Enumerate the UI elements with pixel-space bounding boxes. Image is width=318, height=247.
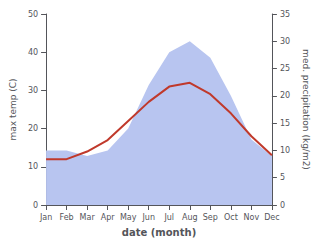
svg-text:Apr: Apr	[101, 213, 116, 222]
svg-text:0: 0	[33, 201, 38, 210]
svg-text:med. precipitation (kg/m2): med. precipitation (kg/m2)	[301, 49, 311, 170]
svg-text:5: 5	[280, 173, 285, 182]
svg-text:Jun: Jun	[141, 213, 155, 222]
svg-text:date (month): date (month)	[122, 227, 196, 238]
svg-text:Aug: Aug	[182, 213, 198, 222]
svg-text:Nov: Nov	[244, 213, 260, 222]
svg-text:10: 10	[28, 162, 38, 171]
svg-text:Dec: Dec	[264, 213, 279, 222]
svg-text:30: 30	[28, 86, 38, 95]
svg-text:May: May	[120, 213, 137, 222]
svg-text:50: 50	[28, 10, 38, 19]
svg-text:10: 10	[280, 146, 290, 155]
svg-text:Feb: Feb	[60, 213, 74, 222]
svg-text:35: 35	[280, 10, 290, 19]
svg-text:40: 40	[28, 48, 38, 57]
svg-text:Jan: Jan	[39, 213, 52, 222]
svg-text:20: 20	[28, 124, 38, 133]
svg-text:25: 25	[280, 64, 290, 73]
svg-text:15: 15	[280, 119, 290, 128]
svg-text:max temp (C): max temp (C)	[8, 78, 18, 140]
svg-text:Sep: Sep	[203, 213, 218, 222]
svg-text:Mar: Mar	[80, 213, 96, 222]
svg-text:Jul: Jul	[163, 213, 174, 222]
svg-text:30: 30	[280, 37, 290, 46]
svg-text:20: 20	[280, 91, 290, 100]
svg-text:Oct: Oct	[224, 213, 238, 222]
svg-text:0: 0	[280, 201, 285, 210]
